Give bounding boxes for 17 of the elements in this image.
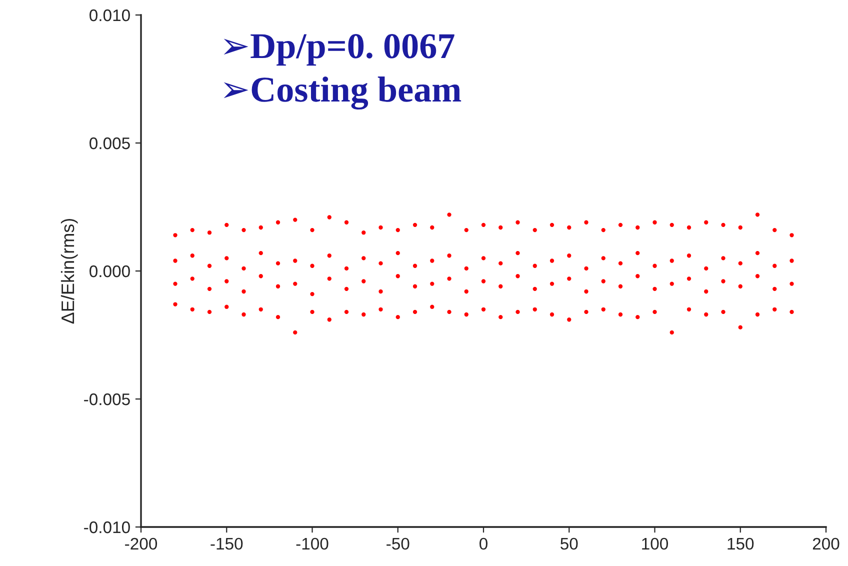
x-tick-label: 50 [560, 538, 578, 550]
x-tick-label: -200 [125, 538, 158, 550]
y-tick-label: -0.010 [84, 521, 130, 534]
x-tick-label: 100 [642, 538, 668, 550]
x-tick-label: -50 [386, 538, 410, 550]
annotation: ➢Costing beam [224, 76, 462, 110]
y-tick-label: 0.005 [90, 137, 130, 150]
x-tick-label: -100 [296, 538, 328, 550]
x-tick-label: 200 [812, 538, 840, 550]
x-tick-label: -150 [210, 538, 243, 550]
x-tick-label: 0 [480, 538, 488, 550]
y-tick-label: 0.000 [90, 265, 130, 278]
y-axis-title: ΔE/Ekin(rms) [60, 218, 78, 324]
y-tick-label: 0.010 [90, 9, 130, 22]
annotation: ➢Dp/p=0. 0067 [224, 34, 454, 66]
y-tick-label: -0.005 [84, 393, 130, 406]
x-tick-label: 150 [728, 538, 754, 550]
